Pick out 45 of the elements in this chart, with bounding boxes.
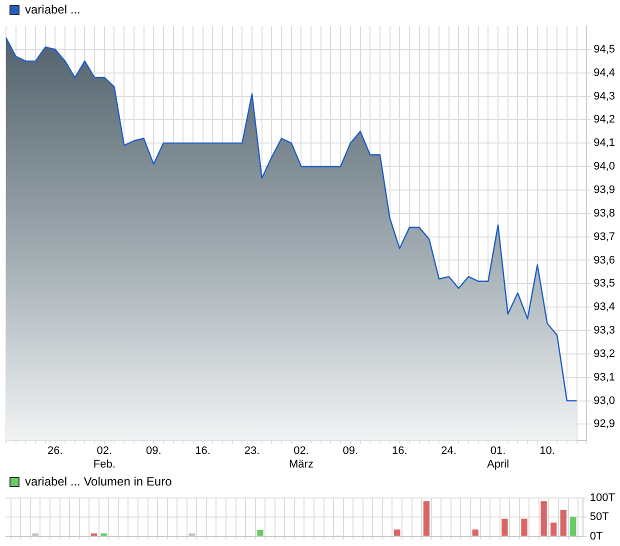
- x-tick-label: 26.: [48, 445, 63, 458]
- y-tick-label: 94,0: [594, 160, 616, 173]
- y-tick-label: 93,4: [594, 301, 616, 314]
- x-tick-label: 01. April: [487, 445, 510, 470]
- x-tick-label: 09.: [146, 445, 162, 458]
- y-tick-label: 93,5: [594, 278, 616, 290]
- x-tick-label: 10.: [540, 445, 555, 458]
- y-tick-label: 93,2: [594, 348, 616, 360]
- x-tick-label: 24.: [441, 445, 456, 458]
- x-tick-label: 02. Feb.: [93, 445, 116, 470]
- bar: [540, 501, 547, 536]
- y-tick-label: 93,0: [594, 394, 616, 407]
- legend-label: variabel ...: [25, 2, 80, 16]
- y-tick-label: 94,1: [594, 137, 616, 150]
- y-tick-label: 93,7: [594, 230, 616, 243]
- y-tick-label: 94,3: [594, 90, 616, 102]
- x-tick-label: 23.: [244, 445, 260, 458]
- legend-label: variabel ... Volumen in Euro: [25, 474, 172, 488]
- bar: [521, 518, 528, 536]
- y-tick-label: 93,9: [594, 184, 616, 196]
- y-tick-label: 0T: [590, 530, 604, 542]
- bar: [257, 530, 264, 536]
- bar: [472, 529, 478, 536]
- y-tick-label: 93,1: [594, 371, 616, 384]
- y-tick-label: 94,2: [594, 114, 616, 126]
- bar: [502, 518, 508, 536]
- bar: [570, 516, 576, 536]
- y-tick-label: 94,4: [594, 66, 616, 79]
- x-tick-label: 09.: [342, 445, 358, 458]
- y-tick-label: 93,8: [594, 207, 616, 220]
- y-tick-label: 94,5: [594, 43, 616, 56]
- x-tick-label: 16.: [392, 445, 408, 458]
- y-tick-label: 100T: [590, 492, 616, 504]
- y-tick-label: 93,3: [594, 324, 616, 337]
- x-tick-label: 16.: [195, 445, 210, 458]
- y-tick-label: 93,6: [594, 254, 616, 266]
- y-tick-label: 50T: [590, 511, 610, 524]
- bar: [423, 501, 430, 536]
- bar: [394, 529, 400, 536]
- bar: [100, 533, 107, 536]
- y-tick-label: 92,9: [594, 418, 616, 430]
- x-tick-label: 02. März: [288, 445, 314, 470]
- bar: [90, 533, 98, 536]
- bar: [550, 522, 557, 536]
- bar: [560, 510, 566, 536]
